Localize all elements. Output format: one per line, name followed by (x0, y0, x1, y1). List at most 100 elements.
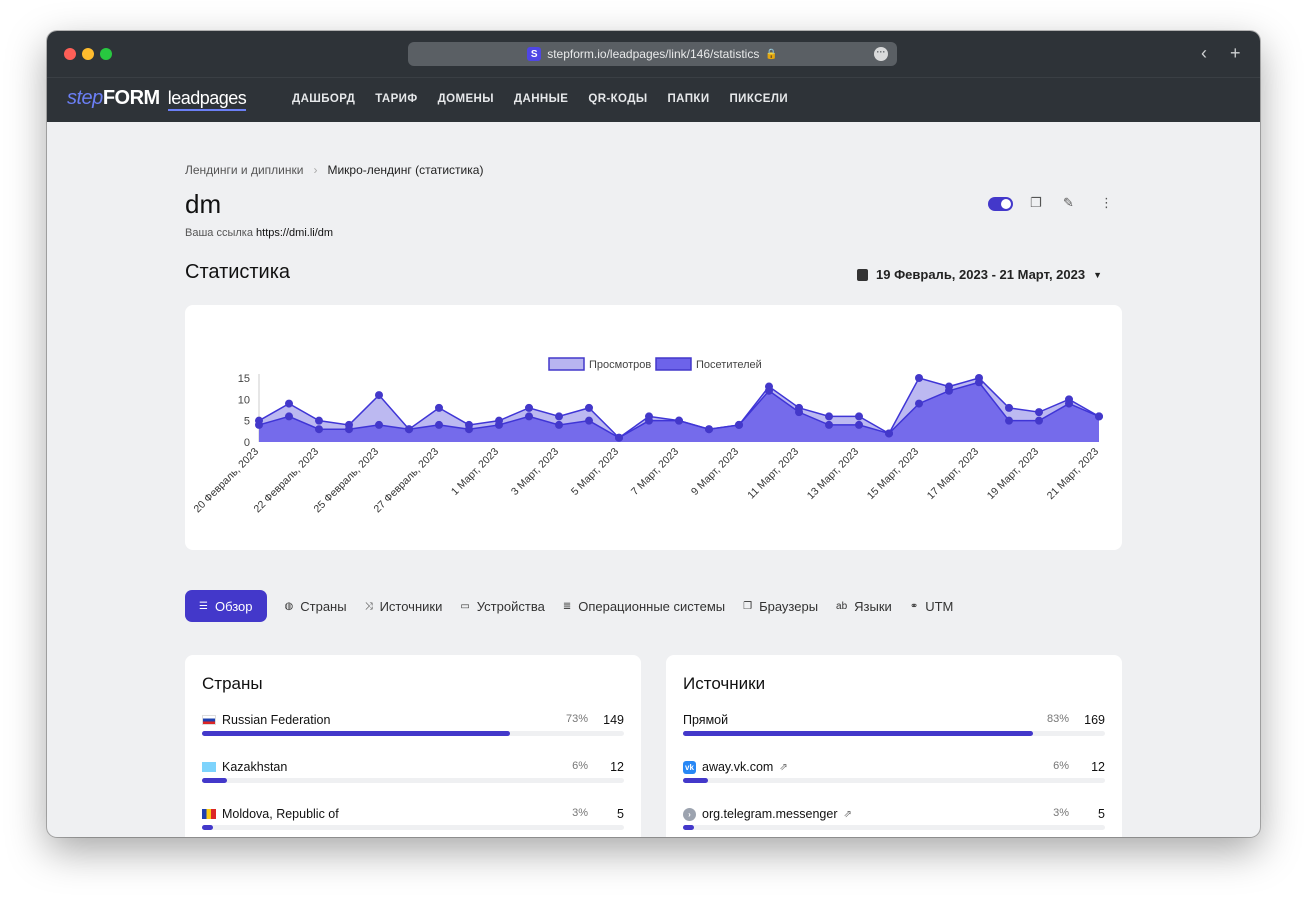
new-tab-icon[interactable]: + (1230, 43, 1241, 63)
row-count: 149 (603, 713, 624, 727)
x-tick-label: 5 Март, 2023 (569, 446, 621, 498)
data-point[interactable] (1005, 403, 1013, 412)
more-options-icon[interactable]: ··· (874, 47, 888, 61)
stepform-logo[interactable]: stepFORM leadpages (67, 87, 247, 111)
zoom-window-button[interactable] (100, 48, 112, 60)
data-point[interactable] (375, 420, 383, 429)
tab-5[interactable]: ❐ Браузеры (743, 590, 818, 622)
nav-item-0[interactable]: ДАШБОРД (292, 93, 356, 105)
caret-down-icon: ▼ (1093, 269, 1103, 280)
list-item[interactable]: Kazakhstan 6% 12 (202, 760, 624, 783)
kebab-menu-icon[interactable]: ⋮ (1100, 195, 1113, 210)
data-point[interactable] (795, 408, 803, 417)
data-point[interactable] (555, 412, 563, 421)
top-navigation: stepFORM leadpages ДАШБОРД ТАРИФ ДОМЕНЫ ДАНН… (47, 77, 1260, 122)
russia-flag-icon (202, 715, 216, 725)
tab-2[interactable]: ⤨ Источники (365, 590, 443, 622)
data-point[interactable] (315, 425, 323, 434)
address-bar[interactable]: S stepform.io/leadpages/link/146/statist… (408, 42, 897, 66)
tab-7[interactable]: ⚭ UTM (910, 590, 954, 622)
data-point[interactable] (675, 416, 683, 425)
nav-item-5[interactable]: ПАПКИ (667, 93, 710, 105)
data-point[interactable] (765, 386, 773, 395)
list-item[interactable]: Прямой 83% 169 (683, 713, 1105, 736)
list-item[interactable]: Russian Federation 73% 149 (202, 713, 624, 736)
data-point[interactable] (1065, 399, 1073, 408)
row-label: Russian Federation (202, 713, 624, 727)
data-point[interactable] (705, 425, 713, 434)
nav-item-2[interactable]: ДОМЕНЫ (437, 93, 494, 105)
progress-fill (202, 731, 511, 736)
data-point[interactable] (555, 420, 563, 429)
tab-6[interactable]: ab Языки (836, 590, 892, 622)
lock-icon: 🔒 (765, 48, 778, 60)
list-item[interactable]: › org.telegram.messenger ⇗ 3% 5 (683, 807, 1105, 830)
external-link-icon[interactable]: ⇗ (779, 761, 788, 773)
data-point[interactable] (1035, 416, 1043, 425)
nav-item-1[interactable]: ТАРИФ (375, 93, 418, 105)
data-point[interactable] (735, 420, 743, 429)
logo-form: FORM (102, 87, 160, 109)
data-point[interactable] (525, 403, 533, 412)
date-range-picker[interactable]: 19 Февраль, 2023 - 21 Март, 2023 ▼ (857, 267, 1102, 282)
tab-0[interactable]: ☰ Обзор (185, 590, 267, 622)
data-point[interactable] (645, 416, 653, 425)
data-point[interactable] (855, 420, 863, 429)
data-point[interactable] (315, 416, 323, 425)
data-point[interactable] (465, 425, 473, 434)
copy-icon[interactable]: ❐ (1030, 195, 1042, 210)
y-tick-label: 5 (244, 416, 250, 428)
tab-3[interactable]: ▭ Устройства (460, 590, 544, 622)
data-point[interactable] (915, 399, 923, 408)
data-point[interactable] (915, 374, 923, 382)
back-arrow-icon[interactable]: ‹ (1201, 43, 1207, 63)
minimize-window-button[interactable] (82, 48, 94, 60)
active-toggle[interactable] (988, 197, 1013, 211)
site-favicon-icon: S (527, 47, 542, 61)
data-point[interactable] (375, 391, 383, 400)
progress-fill (683, 825, 694, 830)
y-tick-label: 15 (238, 373, 250, 385)
tab-4[interactable]: ≣ Операционные системы (563, 590, 725, 622)
data-point[interactable] (435, 403, 443, 412)
row-label: vk away.vk.com ⇗ (683, 760, 1105, 774)
data-point[interactable] (285, 399, 293, 408)
data-point[interactable] (945, 386, 953, 395)
data-point[interactable] (825, 412, 833, 421)
edit-pencil-icon[interactable]: ✎ (1063, 195, 1074, 210)
external-link-icon[interactable]: ⇗ (843, 808, 852, 820)
progress-bar (683, 825, 1105, 830)
data-point[interactable] (495, 420, 503, 429)
data-point[interactable] (525, 412, 533, 421)
data-point[interactable] (405, 425, 413, 434)
close-window-button[interactable] (64, 48, 76, 60)
data-point[interactable] (825, 420, 833, 429)
data-point[interactable] (615, 433, 623, 442)
browser-window: S stepform.io/leadpages/link/146/statist… (47, 31, 1260, 837)
data-point[interactable] (285, 412, 293, 421)
data-point[interactable] (345, 425, 353, 434)
data-point[interactable] (975, 378, 983, 387)
data-point[interactable] (1035, 408, 1043, 417)
y-tick-label: 10 (238, 394, 250, 406)
list-item[interactable]: vk away.vk.com ⇗ 6% 12 (683, 760, 1105, 783)
data-point[interactable] (855, 412, 863, 421)
progress-bar (683, 778, 1105, 783)
nav-item-4[interactable]: QR-КОДЫ (588, 93, 648, 105)
legend-label-views: Просмотров (589, 359, 651, 371)
tab-1[interactable]: ◍ Страны (285, 590, 347, 622)
list-item[interactable]: Moldova, Republic of 3% 5 (202, 807, 624, 830)
tab-label: UTM (925, 598, 954, 614)
breadcrumb-parent[interactable]: Лендинги и диплинки (185, 163, 304, 177)
data-point[interactable] (435, 420, 443, 429)
data-point[interactable] (1095, 412, 1103, 421)
data-point[interactable] (585, 403, 593, 412)
data-point[interactable] (1005, 416, 1013, 425)
language-icon: ab (836, 600, 848, 612)
data-point[interactable] (585, 416, 593, 425)
data-point[interactable] (885, 429, 893, 438)
data-point[interactable] (255, 420, 263, 429)
nav-item-3[interactable]: ДАННЫЕ (513, 93, 569, 105)
your-link-url[interactable]: https://dmi.li/dm (256, 227, 334, 239)
nav-item-6[interactable]: ПИКСЕЛИ (729, 93, 789, 105)
